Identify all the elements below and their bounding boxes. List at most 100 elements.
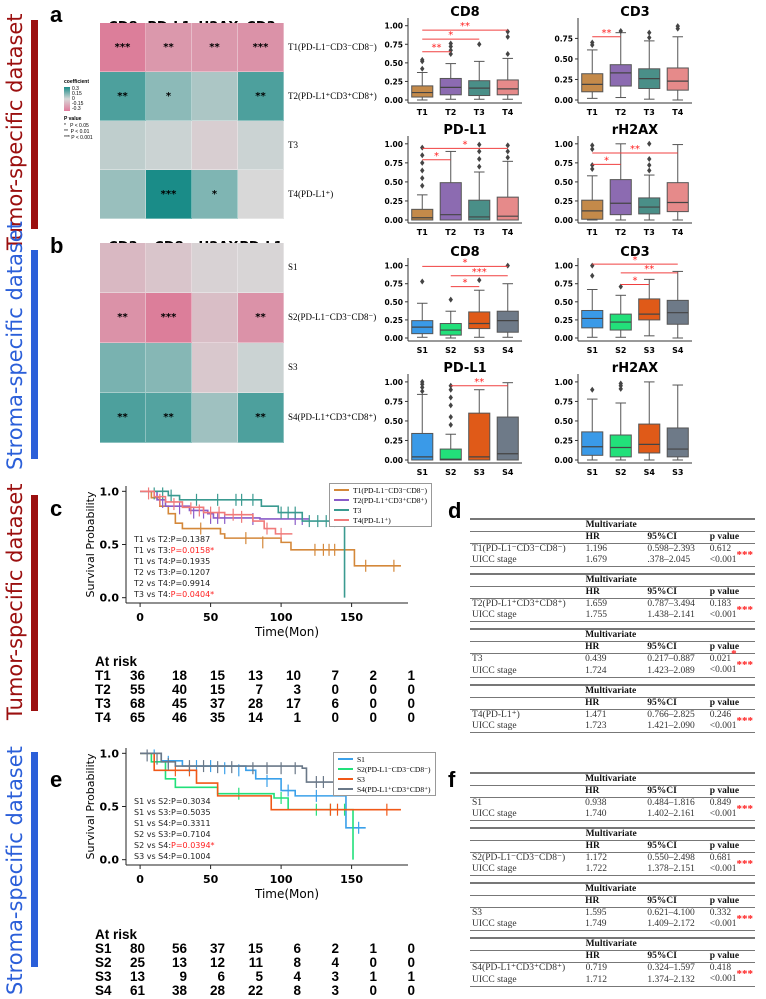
cox-block: Multivariate HR 95%CI p value T2(PD-L1⁺CD3⁺C… <box>470 573 755 623</box>
heatmap-row-label: T3 <box>288 139 298 150</box>
box <box>666 67 689 91</box>
at-risk-value: 4 <box>331 955 339 970</box>
panel-label-b: b <box>50 233 64 258</box>
table-cell: 1.723 <box>583 720 646 733</box>
table-cell: 0.938 <box>583 797 646 809</box>
heatmap-cell: * <box>192 170 238 219</box>
table-row: T4(PD-L1⁺) 1.471 0.766–2.825 0.246 <box>470 708 755 721</box>
pvalue-text: S1 vs S3:P=0.5035 <box>134 808 211 817</box>
pvalue-text: T2 vs T3:P=0.1207 <box>133 568 210 577</box>
at-risk-value: 2 <box>369 668 377 683</box>
pvalue-text: S1 vs S4:P=0.3311 <box>134 819 211 828</box>
box <box>666 182 689 213</box>
table-cell: T1(PD-L1⁻CD3⁻CD8⁻) <box>470 543 584 555</box>
table-cell: HR <box>583 950 646 963</box>
y-axis-label: Survival Probability <box>84 753 97 859</box>
heatmap-cell: ** <box>100 293 146 343</box>
x-tick-label: T3 <box>644 228 655 237</box>
at-risk-value: 0 <box>369 710 377 725</box>
box <box>638 197 661 215</box>
y-axis-label: Survival Probability <box>84 491 97 597</box>
box-outlier <box>505 28 510 35</box>
table-cell: S4(PD-L1⁺CD3⁺CD8⁺) <box>470 962 584 975</box>
at-risk-value: 0 <box>407 682 415 697</box>
table-cell: p value <box>707 696 755 710</box>
table-cell: HR <box>583 586 646 599</box>
side-bar-tumor-top <box>31 20 38 229</box>
at-risk-value: 40 <box>171 682 187 697</box>
significance-stars: *** <box>736 659 753 672</box>
pvalue-text: S2 vs S4:P=0.0394* <box>134 841 215 850</box>
table-cell: <0.001*** <box>707 715 755 733</box>
cox-block: Multivariate HR 95%CI p value T3 0.439 0.217–0… <box>470 628 755 678</box>
table-cell: p value <box>707 531 755 544</box>
heatmap-row-label: T1(PD-L1⁻CD3⁻CD8⁻) <box>288 41 377 52</box>
table-row: HR 95%CI p value <box>470 895 755 908</box>
y-tick-label: 1.0 <box>100 485 120 498</box>
at-risk-value: 15 <box>209 682 225 697</box>
at-risk-value: 3 <box>293 682 301 697</box>
x-tick-label: T2 <box>445 228 456 237</box>
at-risk-value: 38 <box>171 983 187 998</box>
significance-label: * <box>604 155 609 166</box>
table-cell <box>470 882 584 896</box>
legend-swatch <box>338 768 353 770</box>
significance-label: *** <box>472 267 487 278</box>
box-outlier <box>590 146 595 153</box>
table-cell: HR <box>583 641 646 654</box>
at-risk-row: T4 65 46 35 14 1 0 0 0 <box>95 710 425 725</box>
boxplot-title: CD3 <box>620 5 649 20</box>
x-axis-label: Time(Mon) <box>254 625 319 638</box>
table-cell: 1.423–2.089 <box>645 665 708 678</box>
at-risk-value: 5 <box>255 969 263 984</box>
box-outlier <box>448 402 453 409</box>
box-outlier <box>505 33 510 40</box>
x-tick-label: T4 <box>502 108 513 117</box>
table-cell: Multivariate <box>583 772 755 786</box>
significance-stars: ** <box>117 90 128 102</box>
box-outlier <box>420 278 425 285</box>
x-tick-label: 0 <box>136 873 144 886</box>
at-risk-value: 22 <box>247 983 263 998</box>
legend-item: T1(PD-L1⁻CD3⁻CD8⁻) <box>334 485 427 495</box>
heatmap-row-label: S2(PD-L1⁻CD3⁻CD8⁻) <box>288 312 377 322</box>
box-outlier <box>420 159 425 166</box>
y-tick-label: 0.50 <box>554 178 573 187</box>
box-outlier <box>505 154 510 161</box>
legend-item: T4(PD-L1⁺) <box>334 515 427 525</box>
cox-block: Multivariate HR 95%CI p value T1(PD-L1⁻CD3⁻C… <box>470 518 755 568</box>
at-risk-value: 37 <box>209 941 225 956</box>
box-outlier <box>618 28 623 35</box>
table-cell <box>470 531 584 544</box>
boxplot-title: CD8 <box>450 5 479 20</box>
box-outlier <box>618 380 623 387</box>
table-cell: 1.679 <box>583 555 646 568</box>
at-risk-value: 28 <box>247 696 263 711</box>
box <box>439 77 462 96</box>
table-cell: UICC stage <box>470 720 584 733</box>
boxplot-b-rh2ax: rH2AX 0.00 0.25 0.50 0.75 1.00 S1 S2 S4 S3 <box>554 361 692 477</box>
at-risk-value: 6 <box>331 696 339 711</box>
y-tick-label: 1.00 <box>384 140 403 149</box>
table-cell: 95%CI <box>645 641 708 654</box>
significance-stars: ** <box>163 41 174 53</box>
at-risk-group: T2 <box>95 682 111 697</box>
significance-stars: * <box>165 90 172 102</box>
boxplot-a-cd3: CD3 0.00 0.25 0.50 0.75 T1 T2 T3 T4 ** <box>554 5 692 117</box>
legend-pvalue-title: P value <box>64 116 82 122</box>
box <box>411 432 434 461</box>
table-cell: 1.755 <box>583 610 646 623</box>
significance-stars: *** <box>736 968 753 981</box>
cox-block: Multivariate HR 95%CI p value S4(PD-L1⁺CD3⁺C… <box>470 937 755 987</box>
y-tick-label: 0.25 <box>384 316 403 325</box>
pvalue-text: T3 vs T4:P=0.0404* <box>133 590 214 599</box>
table-cell: 0.217–0.887 <box>645 653 708 666</box>
boxplot-title: CD8 <box>450 245 479 260</box>
pvalue-label: T2 vs T3: <box>133 568 171 577</box>
significance-label: * <box>448 30 453 41</box>
table-cell: <0.001*** <box>707 605 755 623</box>
box-outlier <box>590 39 595 46</box>
table-row: HR 95%CI p value <box>470 696 755 710</box>
table-cell: 95%CI <box>645 531 708 544</box>
at-risk-value: 0 <box>407 955 415 970</box>
